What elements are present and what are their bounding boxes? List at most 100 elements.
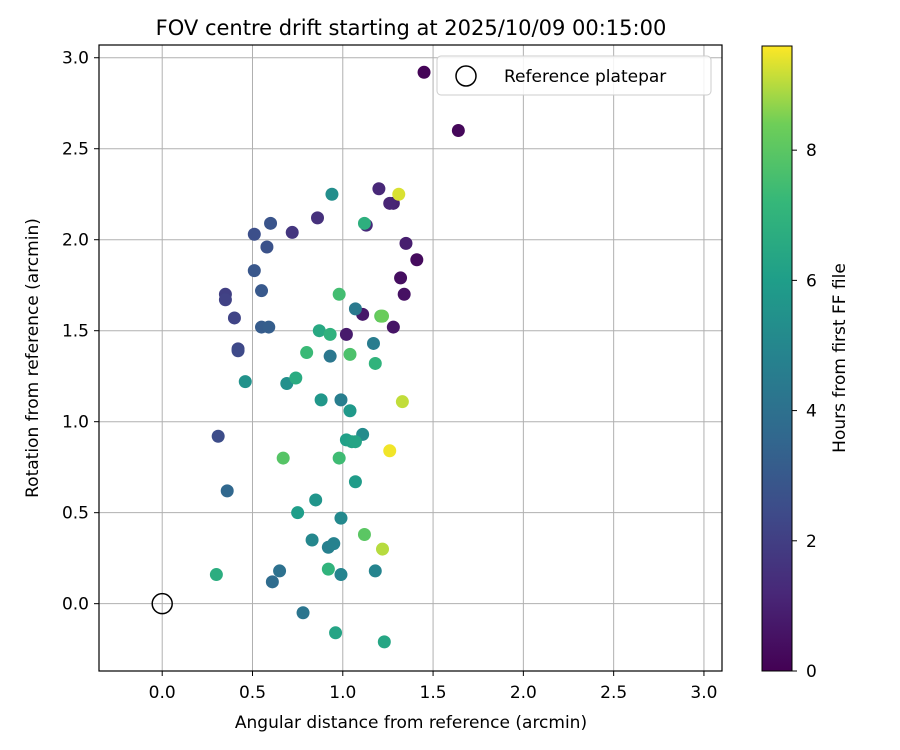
data-point [273,564,287,578]
data-point [247,264,261,278]
data-point [376,309,390,323]
legend-label: Reference platepar [504,67,666,87]
data-point [334,393,348,407]
colorbar-tick-label: 6 [806,271,817,291]
y-tick-label: 3.0 [62,49,89,69]
data-point [348,435,362,449]
data-point [238,375,252,389]
data-point [285,225,299,239]
data-point [334,568,348,582]
plot-frame [98,44,723,672]
colorbar: 0 2 4 6 8 Hours from first FF file [761,45,850,682]
data-point [323,327,337,341]
data-point [218,293,232,307]
colorbar-tick-label: 0 [806,662,817,682]
data-point [366,336,380,350]
x-tick-label: 0.5 [239,683,266,703]
data-point [410,253,424,267]
legend-box [436,55,712,96]
data-point [372,182,386,196]
data-point [309,493,323,507]
data-point [305,533,319,547]
y-tick-label: 2.0 [62,231,89,251]
data-point [311,211,325,225]
colorbar-tick-label: 4 [806,402,817,422]
data-point [343,347,357,361]
data-point [289,371,303,385]
x-axis-label: Angular distance from reference (arcmin) [235,713,587,733]
data-point [368,564,382,578]
data-point [327,537,341,551]
data-point [209,568,223,582]
y-tick-label: 2.5 [62,140,89,160]
data-point [383,196,397,210]
data-point [376,542,390,556]
data-point [314,393,328,407]
chart-title: FOV centre drift starting at 2025/10/09 … [156,16,667,40]
data-point [334,511,348,525]
data-point [357,216,371,230]
data-point [255,284,269,298]
reference-platepar-marker [151,592,173,615]
data-point [321,562,335,576]
y-tick-label: 0.5 [62,504,89,524]
data-point [339,327,353,341]
legend-marker-icon [455,65,477,87]
data-point [300,346,314,360]
data-point [211,429,225,443]
data-point [395,395,409,409]
data-point [348,302,362,316]
data-point [260,240,274,254]
data-point [264,216,278,230]
data-point [368,356,382,370]
y-axis-label: Rotation from reference (arcmin) [23,218,43,498]
colorbar-gradient [762,46,792,671]
data-point [312,324,326,338]
data-point [329,626,343,640]
y-tick-label: 0.0 [62,595,89,615]
colorbar-frame [761,45,793,672]
scatter-points [151,65,465,649]
data-point [247,227,261,241]
data-point [332,451,346,465]
data-point [296,606,310,620]
data-point [417,65,431,79]
data-point [348,475,362,489]
data-point [383,444,397,458]
x-tick-label: 2.0 [510,683,537,703]
data-point [343,404,357,418]
legend: Reference platepar [436,55,712,96]
data-point [323,349,337,363]
data-point [262,320,276,334]
y-tick-label: 1.5 [62,322,89,342]
colorbar-ticks: 0 2 4 6 8 [792,141,817,682]
data-point [227,311,241,325]
y-axis-ticks: 0.0 0.5 1.0 1.5 2.0 2.5 3.0 [62,49,99,615]
data-point [220,484,234,498]
data-point [265,575,279,589]
data-point [231,344,245,358]
data-point [397,287,411,301]
data-point [332,287,346,301]
data-point [394,271,408,285]
x-tick-label: 2.5 [600,683,627,703]
x-tick-label: 3.0 [690,683,717,703]
data-point [276,451,290,465]
data-point [357,528,371,542]
data-point [392,187,406,201]
colorbar-label: Hours from first FF file [830,263,850,453]
x-axis-ticks: 0.0 0.5 1.0 1.5 2.0 2.5 3.0 [149,671,717,703]
data-point [325,187,339,201]
x-tick-label: 1.0 [329,683,356,703]
x-tick-label: 0.0 [149,683,176,703]
grid [99,45,722,671]
colorbar-tick-label: 2 [806,532,817,552]
data-point [377,635,391,649]
y-tick-label: 1.0 [62,413,89,433]
data-point [399,236,413,250]
colorbar-tick-label: 8 [806,141,817,161]
data-point [386,320,400,334]
data-point [291,506,305,520]
data-point [451,124,465,138]
